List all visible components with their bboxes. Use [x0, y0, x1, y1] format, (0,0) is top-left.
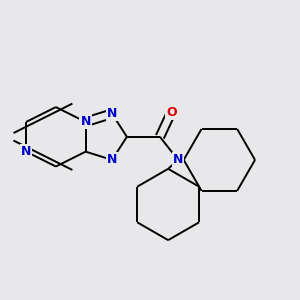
Text: N: N — [173, 153, 183, 167]
Text: O: O — [166, 106, 177, 118]
Text: N: N — [21, 145, 31, 158]
Text: N: N — [80, 116, 91, 128]
Text: N: N — [107, 153, 117, 167]
Text: N: N — [107, 107, 117, 120]
